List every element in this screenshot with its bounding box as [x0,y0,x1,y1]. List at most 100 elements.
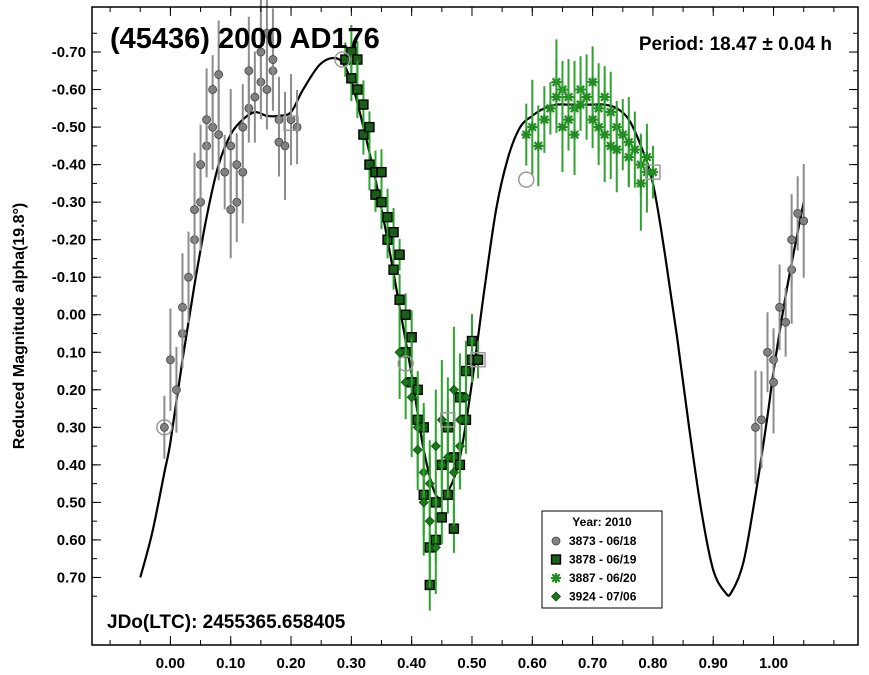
data-point [647,167,658,178]
session-marker [645,164,661,180]
y-tick-label: 0.00 [57,307,86,324]
data-point [629,144,640,155]
data-point [799,216,809,226]
series-diamond [394,305,472,595]
data-point [418,497,429,508]
series-circle [159,0,809,485]
data-point [763,347,772,357]
data-point [593,122,604,133]
period-label: Period: 18.47 ± 0.04 h [639,34,832,55]
data-point [280,141,290,151]
data-point [454,414,465,425]
y-axis-label: Reduced Magnitude alpha(19.8°) [11,203,28,449]
legend-marker [550,591,562,602]
data-point [787,235,797,245]
data-point [226,141,236,151]
data-point [268,55,278,64]
data-point [370,189,381,200]
data-point [250,92,260,102]
data-point [376,196,387,208]
y-tick-label: 0.10 [57,344,86,361]
axes-group: 0.00 0.10 0.20 0.30 0.40 0.50 0.60 0.70 0.80 0.90… [52,7,858,672]
legend-entry-label: 3878 - 06/19 [569,553,637,567]
data-point [364,159,375,170]
data-point [232,197,242,207]
x-tick-label: 0.50 [457,655,486,672]
data-point [394,249,405,260]
data-point [424,516,435,527]
data-point [757,415,766,425]
y-tick-label: 0.60 [57,532,86,549]
legend-marker [551,536,561,546]
data-point [256,47,266,57]
data-point [545,103,556,114]
data-point [406,392,417,403]
legend-entry-label: 3873 - 06/18 [569,534,637,548]
y-tick-label: -0.70 [52,44,86,61]
y-tick-label: -0.20 [52,232,86,249]
data-point [533,140,544,151]
x-tick-label: 1.00 [759,655,788,672]
y-tick-label: -0.10 [52,269,86,286]
y-tick-label: -0.60 [52,82,86,99]
session-marker [518,171,535,188]
data-point [388,226,399,238]
data-point [286,115,296,124]
data-point [394,347,405,358]
chart-title: (45436) 2000 AD176 [110,23,380,55]
data-point [569,129,580,140]
data-point [244,66,254,76]
data-point [172,385,181,395]
data-point [358,99,369,110]
data-point [605,107,616,118]
y-tick-label: 0.20 [57,382,86,399]
data-point [781,317,791,327]
legend-title: Year: 2010 [572,515,632,529]
data-point [775,302,784,312]
data-points-group [156,0,809,611]
x-tick-label: 0.10 [216,655,245,672]
data-point [214,70,224,79]
data-point [400,309,411,320]
x-tick-label: 0.40 [397,655,426,672]
fit-curve-group [139,56,805,597]
legend-entry-label: 3924 - 07/06 [569,590,637,604]
data-point [262,28,272,38]
data-point [400,377,411,388]
x-tick-label: 0.60 [518,655,547,672]
data-point [159,422,169,432]
data-point [641,152,652,163]
x-tick-label: 0.70 [578,655,607,672]
jd-label: JDo(LTC): 2455365.658405 [107,612,346,633]
session-marker [440,412,456,428]
legend-box [541,510,663,609]
data-point [769,377,778,387]
data-point [460,392,472,403]
data-point [394,294,405,305]
fit-curve [139,56,805,597]
session-marker [470,352,486,368]
data-point [196,160,205,170]
data-point [575,99,586,110]
data-point [442,452,453,463]
data-point [262,85,272,94]
data-point [364,121,375,133]
data-point [238,122,248,132]
legend-marker [551,573,561,583]
data-point [382,211,393,223]
data-point [388,264,399,275]
x-tick-label: 0.30 [337,655,366,672]
session-marker [283,115,299,132]
data-point [472,354,484,365]
data-point [551,92,562,103]
session-marker [156,419,173,436]
data-point [208,122,218,132]
data-point [220,167,230,177]
data-point [358,129,369,140]
x-tick-label: 0.20 [276,655,305,672]
data-point [563,114,574,125]
data-point [430,441,441,452]
data-point [436,512,448,523]
data-point [448,467,459,478]
data-point [751,422,760,432]
